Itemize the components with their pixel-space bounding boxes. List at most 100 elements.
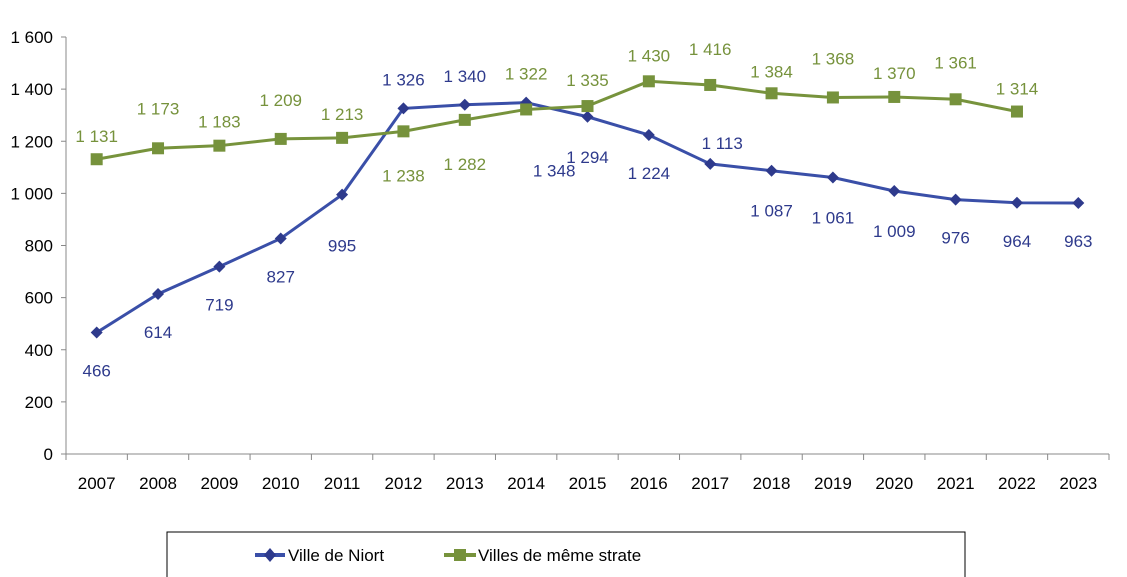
data-point-diamond — [765, 164, 778, 177]
y-tick-label: 1 200 — [10, 132, 53, 151]
data-point-square — [274, 132, 287, 145]
data-label: 964 — [1003, 232, 1031, 251]
x-tick-label: 2016 — [630, 474, 668, 493]
data-point-diamond — [581, 110, 594, 123]
data-label: 1 335 — [566, 71, 609, 90]
data-point-square — [520, 103, 533, 116]
data-label: 1 113 — [702, 134, 743, 153]
legend-box — [166, 531, 966, 577]
x-tick-label: 2015 — [569, 474, 607, 493]
x-tick-label: 2011 — [324, 474, 361, 493]
x-tick-label: 2014 — [507, 474, 545, 493]
data-label: 1 209 — [259, 91, 302, 110]
y-tick-label: 600 — [25, 289, 53, 308]
data-label: 1 361 — [934, 53, 977, 72]
data-point-square — [826, 91, 839, 104]
legend-item-niort: Ville de Niort — [255, 546, 384, 565]
x-tick-label: 2008 — [139, 474, 177, 493]
data-point-square — [642, 75, 655, 88]
data-point-diamond — [397, 102, 410, 115]
data-label: 1 348 — [533, 162, 576, 181]
legend-item-strate: Villes de même strate — [444, 546, 641, 565]
data-point-diamond — [152, 287, 165, 300]
series-line-strate — [96, 79, 1018, 161]
series-line-niort — [95, 101, 1079, 334]
data-point-diamond — [336, 188, 349, 201]
data-label: 1 322 — [505, 64, 548, 83]
y-tick-label: 400 — [25, 341, 53, 360]
data-label: 1 224 — [628, 164, 671, 183]
data-point-square — [397, 125, 410, 138]
data-label: 1 213 — [321, 105, 364, 124]
data-label: 1 340 — [444, 67, 487, 86]
y-tick-label: 1 600 — [10, 28, 53, 47]
data-point-diamond — [826, 171, 839, 184]
x-tick-label: 2018 — [753, 474, 791, 493]
legend-label-strate: Villes de même strate — [478, 546, 641, 565]
data-label: 1 416 — [689, 40, 732, 59]
data-point-diamond — [1010, 196, 1023, 209]
data-label: 1 384 — [750, 62, 793, 81]
data-point-square — [1010, 105, 1023, 118]
data-label: 827 — [267, 267, 295, 286]
data-label: 1 326 — [382, 70, 425, 89]
data-label: 1 238 — [382, 166, 425, 185]
legend-marker-square — [454, 549, 466, 561]
x-tick-label: 2023 — [1059, 474, 1097, 493]
data-label: 1 173 — [137, 99, 180, 118]
data-label: 719 — [205, 296, 233, 315]
legend-label-niort: Ville de Niort — [288, 546, 384, 565]
legend: Ville de Niort Villes de même strate — [166, 531, 966, 577]
data-point-diamond — [704, 157, 717, 170]
data-point-diamond — [274, 232, 287, 245]
data-label: 1 314 — [996, 80, 1039, 99]
x-tick-label: 2012 — [385, 474, 423, 493]
data-point-square — [581, 100, 594, 113]
data-point-square — [458, 113, 471, 126]
y-tick-label: 800 — [25, 237, 53, 256]
x-tick-label: 2019 — [814, 474, 852, 493]
data-label: 1 061 — [812, 208, 855, 227]
y-tick-label: 200 — [25, 393, 53, 412]
data-label: 1 370 — [873, 64, 916, 83]
data-point-square — [336, 131, 349, 144]
x-tick-label: 2021 — [937, 474, 975, 493]
data-point-square — [888, 90, 901, 103]
data-label: 1 087 — [750, 202, 793, 221]
x-tick-label: 2020 — [875, 474, 913, 493]
data-point-diamond — [888, 185, 901, 198]
data-point-square — [90, 153, 103, 166]
y-tick-label: 1 400 — [10, 80, 53, 99]
x-tick-label: 2010 — [262, 474, 300, 493]
x-tick-label: 2022 — [998, 474, 1036, 493]
data-point-square — [765, 87, 778, 100]
data-point-diamond — [458, 98, 471, 111]
legend-marker-diamond — [264, 548, 276, 562]
x-tick-label: 2013 — [446, 474, 484, 493]
x-tick-label: 2009 — [200, 474, 238, 493]
data-label: 1 131 — [75, 127, 118, 146]
data-label: 1 368 — [812, 49, 855, 68]
x-tick-label: 2007 — [78, 474, 116, 493]
axes: 0 200 400 600 800 1 000 1 200 1 400 1 600 2007 200… — [10, 28, 1110, 493]
data-point-diamond — [1072, 197, 1085, 210]
x-tick-label: 2017 — [691, 474, 729, 493]
y-tick-label: 1 000 — [10, 184, 53, 203]
data-point-square — [152, 142, 165, 155]
data-label: 1 282 — [444, 155, 487, 174]
data-point-square — [949, 93, 962, 106]
data-point-diamond — [642, 128, 655, 141]
data-point-diamond — [213, 260, 226, 273]
series-group — [90, 75, 1085, 339]
data-label: 614 — [144, 323, 172, 342]
data-point-diamond — [90, 326, 103, 339]
y-tick-label: 0 — [44, 445, 53, 464]
data-label: 1 294 — [566, 148, 609, 167]
data-point-square — [213, 139, 226, 152]
data-label: 976 — [941, 229, 969, 248]
data-label: 1 430 — [628, 46, 671, 65]
data-label: 1 183 — [198, 113, 241, 132]
data-point-square — [704, 78, 717, 91]
